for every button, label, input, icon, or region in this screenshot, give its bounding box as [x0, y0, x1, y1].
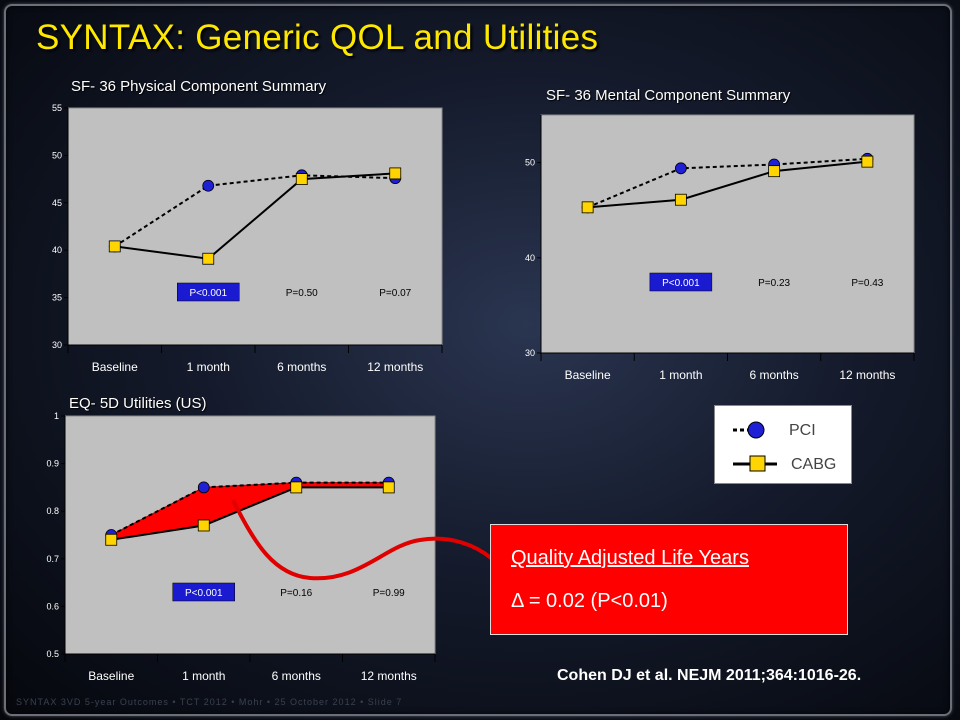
y-tick-label: 40	[525, 253, 535, 263]
legend-pci-label: PCI	[789, 422, 816, 439]
pvalue-label: P=0.43	[851, 278, 883, 289]
pvalue-label: P=0.16	[280, 588, 312, 599]
qaly-box: Quality Adjusted Life Years Δ = 0.02 (P<…	[490, 524, 848, 635]
qaly-heading: Quality Adjusted Life Years	[511, 547, 749, 569]
cabg-point	[382, 481, 395, 494]
pci-series-line	[587, 157, 868, 209]
x-tick-label: 12 months	[839, 368, 895, 382]
pci-series-line	[110, 481, 389, 536]
y-tick-label: 50	[52, 150, 62, 160]
chart-title-mental: SF- 36 Mental Component Summary	[546, 87, 791, 104]
pci-point	[674, 162, 687, 175]
y-tick-label: 30	[525, 348, 535, 358]
qaly-delta: Δ = 0.02 (P<0.01)	[511, 590, 668, 613]
cabg-point	[290, 481, 303, 494]
pvalue-highlight	[649, 272, 713, 292]
cabg-point	[674, 193, 687, 206]
y-tick-label: 0.7	[46, 554, 59, 564]
pvalue-label: P=0.50	[286, 288, 318, 299]
pvalue-label: P=0.23	[758, 278, 790, 289]
y-tick-label: 1	[54, 411, 59, 421]
y-tick-label: 55	[52, 103, 62, 113]
chart-title-physical: SF- 36 Physical Component Summary	[71, 78, 327, 95]
cabg-point	[768, 165, 781, 178]
pvalue-highlight	[177, 282, 240, 302]
legend-markers	[733, 421, 777, 472]
pvalue-label: P=0.07	[379, 288, 411, 299]
cabg-point	[389, 167, 402, 180]
citation: Cohen DJ et al. NEJM 2011;364:1016-26.	[557, 667, 862, 684]
y-tick-label: 0.6	[46, 601, 59, 611]
x-tick-label: 6 months	[277, 360, 326, 374]
plot-area	[540, 114, 915, 354]
pvalue-label: P<0.001	[185, 588, 223, 599]
cabg-point	[108, 240, 121, 253]
pci-legend-marker	[747, 421, 765, 439]
cabg-point	[581, 201, 594, 214]
pvalue-highlight	[172, 582, 235, 602]
x-tick-label: Baseline	[565, 368, 611, 382]
chart-title-eq5d: EQ- 5D Utilities (US)	[69, 395, 207, 412]
y-tick-label: 50	[525, 158, 535, 168]
cabg-point	[197, 519, 210, 532]
pci-point	[202, 179, 215, 192]
y-tick-label: 0.5	[46, 649, 59, 659]
legend: PCI CABG	[714, 405, 852, 484]
cabg-point	[105, 533, 118, 546]
cabg-series-line	[587, 160, 868, 209]
x-tick-label: 6 months	[749, 368, 798, 382]
pvalue-label: P<0.001	[662, 278, 700, 289]
delta-value: = 0.02 (P<0.01)	[523, 590, 668, 612]
legend-cabg-label: CABG	[791, 456, 837, 473]
x-tick-label: Baseline	[88, 669, 134, 683]
pci-point	[197, 481, 210, 494]
y-tick-label: 0.9	[46, 459, 59, 469]
pvalue-label: P<0.001	[189, 288, 227, 299]
y-tick-label: 35	[52, 293, 62, 303]
x-tick-label: 1 month	[187, 360, 230, 374]
x-tick-label: 1 month	[659, 368, 702, 382]
pvalue-label: P=0.99	[373, 588, 405, 599]
x-tick-label: 6 months	[272, 669, 321, 683]
y-tick-label: 30	[52, 340, 62, 350]
cabg-point	[295, 173, 308, 186]
y-tick-label: 0.8	[46, 506, 59, 516]
cabg-point	[202, 252, 215, 265]
x-tick-label: Baseline	[92, 360, 138, 374]
x-tick-label: 12 months	[361, 669, 417, 683]
y-tick-label: 45	[52, 198, 62, 208]
slide-title: SYNTAX: Generic QOL and Utilities	[36, 18, 599, 57]
cabg-point	[861, 155, 874, 168]
cabg-series-line	[114, 172, 396, 260]
x-tick-label: 1 month	[182, 669, 225, 683]
y-tick-label: 40	[52, 245, 62, 255]
x-tick-label: 12 months	[367, 360, 423, 374]
slide-footer: SYNTAX 3VD 5-year Outcomes • TCT 2012 • …	[16, 697, 403, 707]
cabg-legend-marker	[749, 455, 766, 472]
delta-symbol: Δ	[511, 590, 524, 612]
